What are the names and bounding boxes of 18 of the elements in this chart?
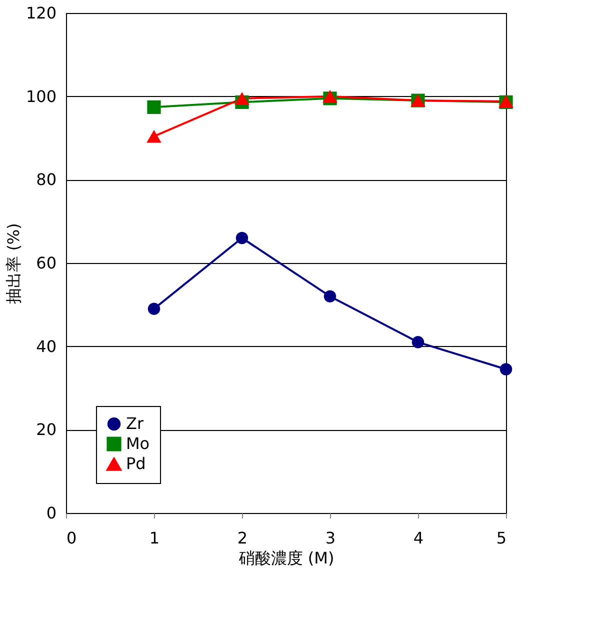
x-tick-label: 0 bbox=[66, 528, 77, 548]
legend-label: Mo bbox=[126, 434, 150, 453]
x-tick-label: 3 bbox=[325, 528, 336, 548]
x-tick-label: 4 bbox=[413, 528, 424, 548]
y-tick-label: 80 bbox=[36, 170, 56, 190]
y-axis-title: 抽出率 (%) bbox=[4, 223, 23, 304]
y-tick-label: 100 bbox=[26, 86, 56, 106]
x-tick-label: 5 bbox=[496, 528, 506, 548]
y-tick-label: 120 bbox=[26, 4, 56, 22]
y-tick-label: 40 bbox=[36, 336, 56, 356]
y-tick-label: 0 bbox=[46, 504, 56, 522]
legend-label: Pd bbox=[126, 454, 146, 473]
x-axis-title: 硝酸濃度 (M) bbox=[238, 548, 334, 568]
y-tick-label: 20 bbox=[36, 420, 56, 440]
x-tick-label: 2 bbox=[237, 528, 248, 548]
y-tick-label: 60 bbox=[36, 254, 56, 272]
legend-label: Zr bbox=[126, 414, 144, 433]
x-tick-label: 1 bbox=[149, 528, 160, 548]
